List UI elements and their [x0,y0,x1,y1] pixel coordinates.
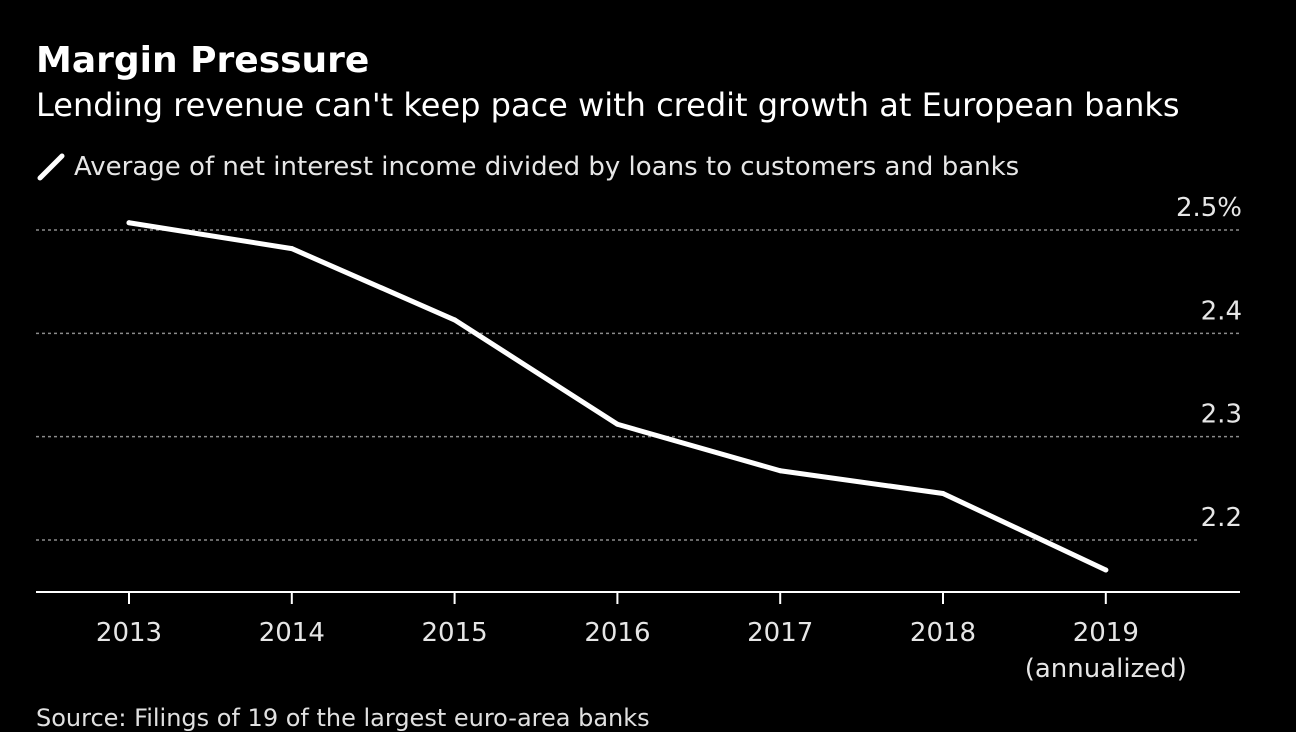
x-tick-label: 2016 [584,618,650,648]
data-point [614,421,620,427]
data-point [289,246,295,252]
y-tick-label: 2.3 [1201,400,1242,430]
data-point [777,468,783,474]
x-tick-label: 2018 [910,618,976,648]
x-tick-label: 2015 [422,618,488,648]
x-tick-label: 2017 [747,618,813,648]
slash-line-icon [37,153,65,181]
chart-subtitle: Lending revenue can't keep pace with cre… [36,86,1180,124]
data-point [940,491,946,496]
y-tick-label: 2.4 [1201,296,1242,326]
chart-title: Margin Pressure [36,40,370,81]
x-tick-label: 2014 [259,618,325,648]
legend: Average of net interest income divided b… [36,152,1019,182]
source-note: Source: Filings of 19 of the largest eur… [36,704,650,732]
y-tick-label: 2.5% [1176,193,1242,223]
data-point [1103,567,1109,573]
data-point [452,317,458,323]
x-tick-label: 2013 [96,618,162,648]
x-tick-label: 2019 [1073,618,1139,648]
y-tick-label: 2.2 [1201,503,1242,533]
series-line [126,220,1109,573]
x-tick-label: (annualized) [1025,654,1187,684]
legend-label: Average of net interest income divided b… [74,152,1020,182]
data-point [126,220,132,226]
